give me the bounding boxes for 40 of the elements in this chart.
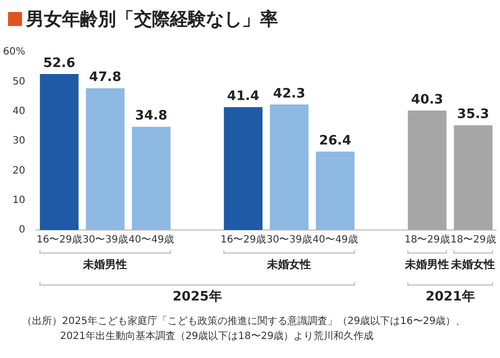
x-tick-label: 16〜29歳 (220, 234, 266, 246)
data-label: 52.6 (43, 56, 76, 71)
x-tick-label: 30〜39歳 (266, 234, 312, 246)
data-label: 34.8 (135, 108, 168, 124)
x-tick-label: 18〜29歳 (404, 234, 450, 246)
bar (270, 104, 309, 230)
data-label: 47.8 (89, 70, 122, 86)
bar (454, 125, 492, 230)
y-tick-label: 0 (18, 224, 26, 236)
x-tick-label: 40〜49歳 (312, 234, 358, 246)
bar (40, 74, 79, 230)
bar (224, 107, 263, 230)
data-label: 26.4 (319, 134, 352, 149)
text: 未婚女性 (450, 258, 496, 271)
text: 2025年 (172, 289, 222, 304)
data-label: 41.4 (227, 89, 260, 104)
x-tick-label: 30〜39歳 (82, 234, 128, 246)
text: 2021年 (426, 289, 475, 304)
bar (316, 152, 355, 230)
y-tick-label: 50 (12, 76, 26, 88)
y-tick-label: 20 (12, 165, 26, 176)
y-tick-label: 10 (12, 194, 26, 206)
x-tick-label: 18〜29歳 (450, 234, 496, 246)
text: 未婚男性 (82, 258, 128, 271)
data-label: 42.3 (273, 86, 306, 102)
bar (132, 126, 171, 230)
x-tick-label: 40〜49歳 (128, 234, 174, 246)
bar (86, 88, 125, 230)
x-tick-label: 16〜29歳 (36, 234, 82, 246)
y-tick-label: 40 (12, 106, 26, 117)
y-tick-label: 30 (12, 136, 26, 147)
text: （出所）2025年こども家庭庁「こども政策の推進に関する意識調査」（29歳以下は16〜29歳）、 (22, 314, 467, 329)
y-tick-label: 60% (2, 46, 26, 58)
text: 2021年出生動向基本調査（29歳以下は18〜29歳）より荒川和久作成 (59, 330, 375, 344)
chart-title: 男女年齢別「交際経験なし」率 (26, 8, 278, 31)
data-label: 40.3 (411, 92, 444, 108)
data-label: 35.3 (457, 107, 490, 122)
bar (408, 110, 446, 230)
text: 未婚女性 (266, 258, 312, 271)
text: 未婚男性 (404, 258, 450, 271)
